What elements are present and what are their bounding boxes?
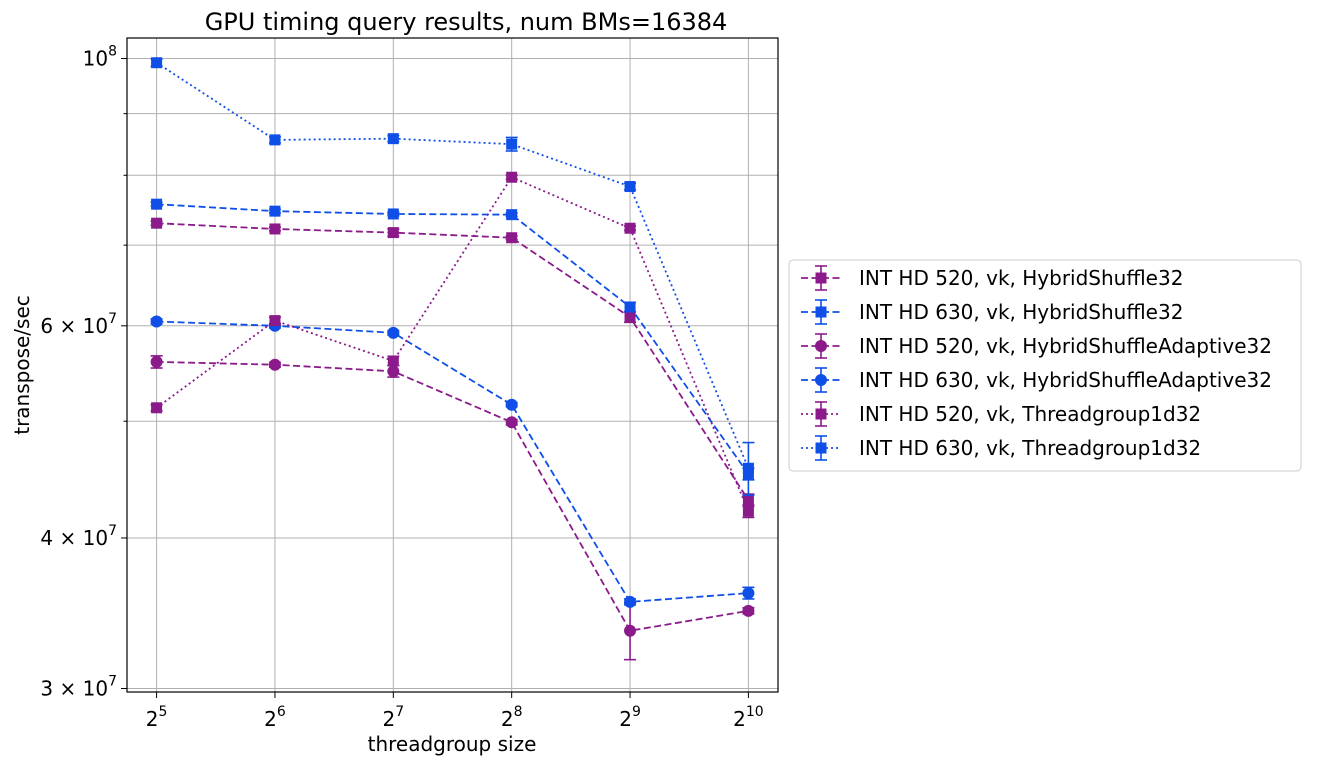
data-point	[151, 217, 163, 229]
data-point	[387, 365, 400, 378]
series-6	[150, 57, 755, 497]
legend: INT HD 520, vk, HybridShuffle32 INT HD 63…	[788, 259, 1302, 472]
data-point	[624, 311, 636, 323]
data-point	[269, 134, 281, 146]
series-line	[156, 320, 749, 603]
data-point	[151, 198, 163, 210]
data-point	[506, 232, 518, 244]
x-tick-label: 26	[264, 704, 286, 731]
y-axis-label: transpose/sec	[10, 295, 34, 435]
data-point	[742, 587, 755, 600]
series-4	[150, 315, 755, 608]
legend-marker	[815, 374, 827, 386]
legend-label: INT HD 520, vk, HybridShuffleAdaptive32	[859, 334, 1272, 358]
series-line	[156, 61, 750, 469]
x-tick-label: 28	[501, 704, 523, 731]
data-point	[624, 301, 636, 313]
legend-label: INT HD 630, vk, Threadgroup1d32	[859, 436, 1201, 460]
data-point	[268, 358, 281, 371]
data-point	[624, 181, 636, 193]
legend-item-5: INT HD 520, vk, Threadgroup1d32	[801, 401, 1201, 427]
y-axis: 3 × 107 4 × 107 6 × 107 108	[40, 44, 127, 701]
y-tick-label: 6 × 107	[40, 311, 117, 338]
data-point	[269, 315, 281, 327]
data-point	[151, 402, 163, 414]
y-tick-label: 3 × 107	[40, 674, 117, 701]
x-tick-label: 210	[733, 704, 764, 731]
data-point	[624, 222, 636, 234]
plot-frame	[126, 37, 779, 693]
y-tick-label: 108	[83, 44, 117, 71]
data-point	[506, 138, 518, 150]
data-point	[387, 208, 399, 220]
data-point	[151, 57, 163, 69]
data-point	[150, 315, 163, 328]
x-tick-label: 29	[619, 704, 641, 731]
legend-item-2: INT HD 630, vk, HybridShuffle32	[801, 299, 1183, 325]
data-point	[387, 227, 399, 239]
grid	[127, 38, 778, 692]
legend-item-3: INT HD 520, vk, HybridShuffleAdaptive32	[801, 333, 1272, 359]
legend-label: INT HD 520, vk, Threadgroup1d32	[859, 402, 1201, 426]
legend-item-6: INT HD 630, vk, Threadgroup1d32	[801, 435, 1201, 461]
data-point	[387, 355, 399, 367]
data-point	[624, 595, 637, 608]
legend-label: INT HD 630, vk, HybridShuffleAdaptive32	[859, 368, 1272, 392]
data-point	[506, 171, 518, 183]
x-axis: 25 26 27 28 29 210	[146, 692, 764, 731]
legend-label: INT HD 520, vk, HybridShuffle32	[859, 266, 1183, 290]
legend-marker	[815, 340, 827, 352]
legend-item-1: INT HD 520, vk, HybridShuffle32	[801, 265, 1183, 291]
data-point	[387, 326, 400, 339]
data-point	[387, 133, 399, 145]
x-tick-label: 27	[382, 704, 404, 731]
data-point	[742, 604, 755, 617]
series-2	[150, 198, 755, 481]
data-point	[505, 398, 518, 411]
y-tick-label: 4 × 107	[40, 523, 117, 550]
data-point	[624, 624, 637, 637]
series-1	[150, 217, 755, 508]
x-axis-label: threadgroup size	[368, 732, 537, 756]
series-3	[150, 355, 755, 661]
series-line	[156, 361, 749, 632]
series-line	[156, 203, 750, 475]
data-point	[150, 355, 163, 368]
data-point	[506, 209, 518, 221]
data-point	[742, 462, 754, 474]
legend-marker	[815, 442, 827, 454]
data-point	[269, 223, 281, 235]
series-line	[156, 176, 750, 512]
legend-label: INT HD 630, vk, HybridShuffle32	[859, 300, 1183, 324]
chart-title: GPU timing query results, num BMs=16384	[205, 8, 728, 36]
x-tick-label: 25	[146, 704, 168, 731]
legend-marker	[815, 408, 827, 420]
legend-frame	[788, 259, 1302, 472]
legend-marker	[815, 306, 827, 318]
series-5	[150, 171, 755, 519]
legend-item-4: INT HD 630, vk, HybridShuffleAdaptive32	[801, 367, 1272, 393]
data-point	[742, 494, 754, 506]
data-point	[742, 505, 754, 517]
data-point	[505, 416, 518, 429]
series-layer	[150, 57, 755, 661]
series-line	[156, 222, 750, 501]
legend-marker	[815, 272, 827, 284]
data-point	[269, 205, 281, 217]
